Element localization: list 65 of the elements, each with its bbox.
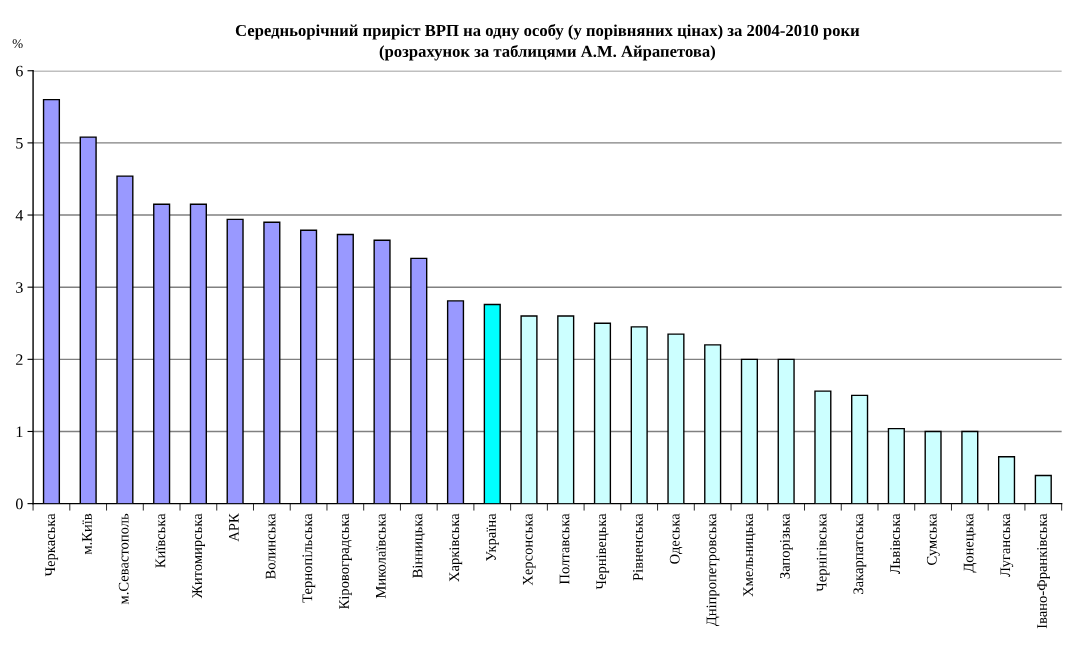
bar — [373, 239, 391, 504]
x-tick-label: Україна — [486, 513, 499, 562]
bar — [42, 98, 61, 504]
bar — [851, 394, 869, 504]
bar — [79, 136, 97, 504]
bar — [153, 203, 171, 504]
x-tick-label: АРК — [229, 513, 239, 542]
y-axis-title: % — [12, 39, 23, 49]
bar — [520, 315, 538, 504]
x-tick-label: Хмельницька — [743, 513, 756, 597]
x-tick-label: Сумська — [926, 513, 940, 565]
x-tick-label: Запорізька — [779, 513, 793, 579]
bar — [263, 221, 281, 504]
bar — [116, 175, 134, 504]
bar — [446, 300, 465, 504]
y-tick-label: 0 — [15, 498, 23, 510]
x-tick-label: Івано-Франківська — [1037, 513, 1050, 629]
bar — [814, 390, 832, 504]
bar — [961, 430, 979, 504]
bar — [667, 333, 685, 504]
x-tick-label: Закарпатська — [853, 513, 867, 594]
x-tick-label: Харківська — [449, 513, 463, 582]
x-tick-label: м.Київ — [82, 513, 92, 555]
x-tick-label: Дніпропетровська — [706, 513, 720, 627]
bar — [887, 427, 905, 504]
x-tick-label: Херсонська — [522, 513, 536, 586]
x-tick-label: Полтавська — [559, 513, 570, 585]
y-tick-label: 5 — [16, 137, 23, 149]
x-tick-label: Черкаська — [45, 513, 59, 577]
bar — [336, 233, 354, 504]
y-tick-label: 6 — [16, 65, 23, 77]
x-tick-label: Луганська — [1000, 513, 1014, 577]
x-tick-label: Львівська — [890, 513, 901, 574]
x-tick-label: Київська — [155, 513, 166, 568]
chart-title: Середньорічний приріст ВРП на одну особу (у порівняних цінах) за 2004-2010 роки (розрахунок за таблицями А.М. Айрапетова) — [235, 24, 860, 61]
x-tick-label: Кіровоградська — [339, 513, 352, 610]
x-tick-label: Житомирська — [192, 513, 205, 599]
x-tick-label: Тернопільська — [302, 513, 316, 603]
bar — [226, 218, 244, 504]
x-tick-label: Миколаївська — [376, 513, 386, 599]
y-tick-label: 1 — [16, 426, 23, 438]
x-tick-label: Одеська — [669, 513, 683, 564]
x-tick-label: Донецька — [963, 513, 977, 573]
bar — [189, 203, 207, 504]
bar — [593, 322, 612, 504]
bar — [557, 315, 575, 504]
x-tick-label: Вінницька — [412, 513, 426, 578]
x-tick-label: Чернігівська — [816, 513, 830, 592]
y-tick-label: 2 — [16, 354, 23, 365]
bar — [997, 456, 1016, 504]
bar — [630, 326, 648, 504]
bar — [410, 257, 428, 504]
bar — [924, 430, 942, 504]
bar — [483, 303, 501, 504]
bar — [704, 344, 722, 504]
y-tick-label: 3 — [16, 282, 23, 293]
bar — [1034, 474, 1052, 504]
x-tick-label: Рівненська — [633, 513, 643, 581]
bar — [299, 229, 318, 504]
x-tick-label: м.Севастополь — [118, 513, 129, 605]
x-tick-label: Волинська — [265, 513, 276, 580]
bar — [740, 358, 759, 504]
y-tick-label: 4 — [15, 210, 24, 221]
bar — [777, 358, 795, 504]
x-tick-label: Чернівецька — [596, 513, 610, 590]
